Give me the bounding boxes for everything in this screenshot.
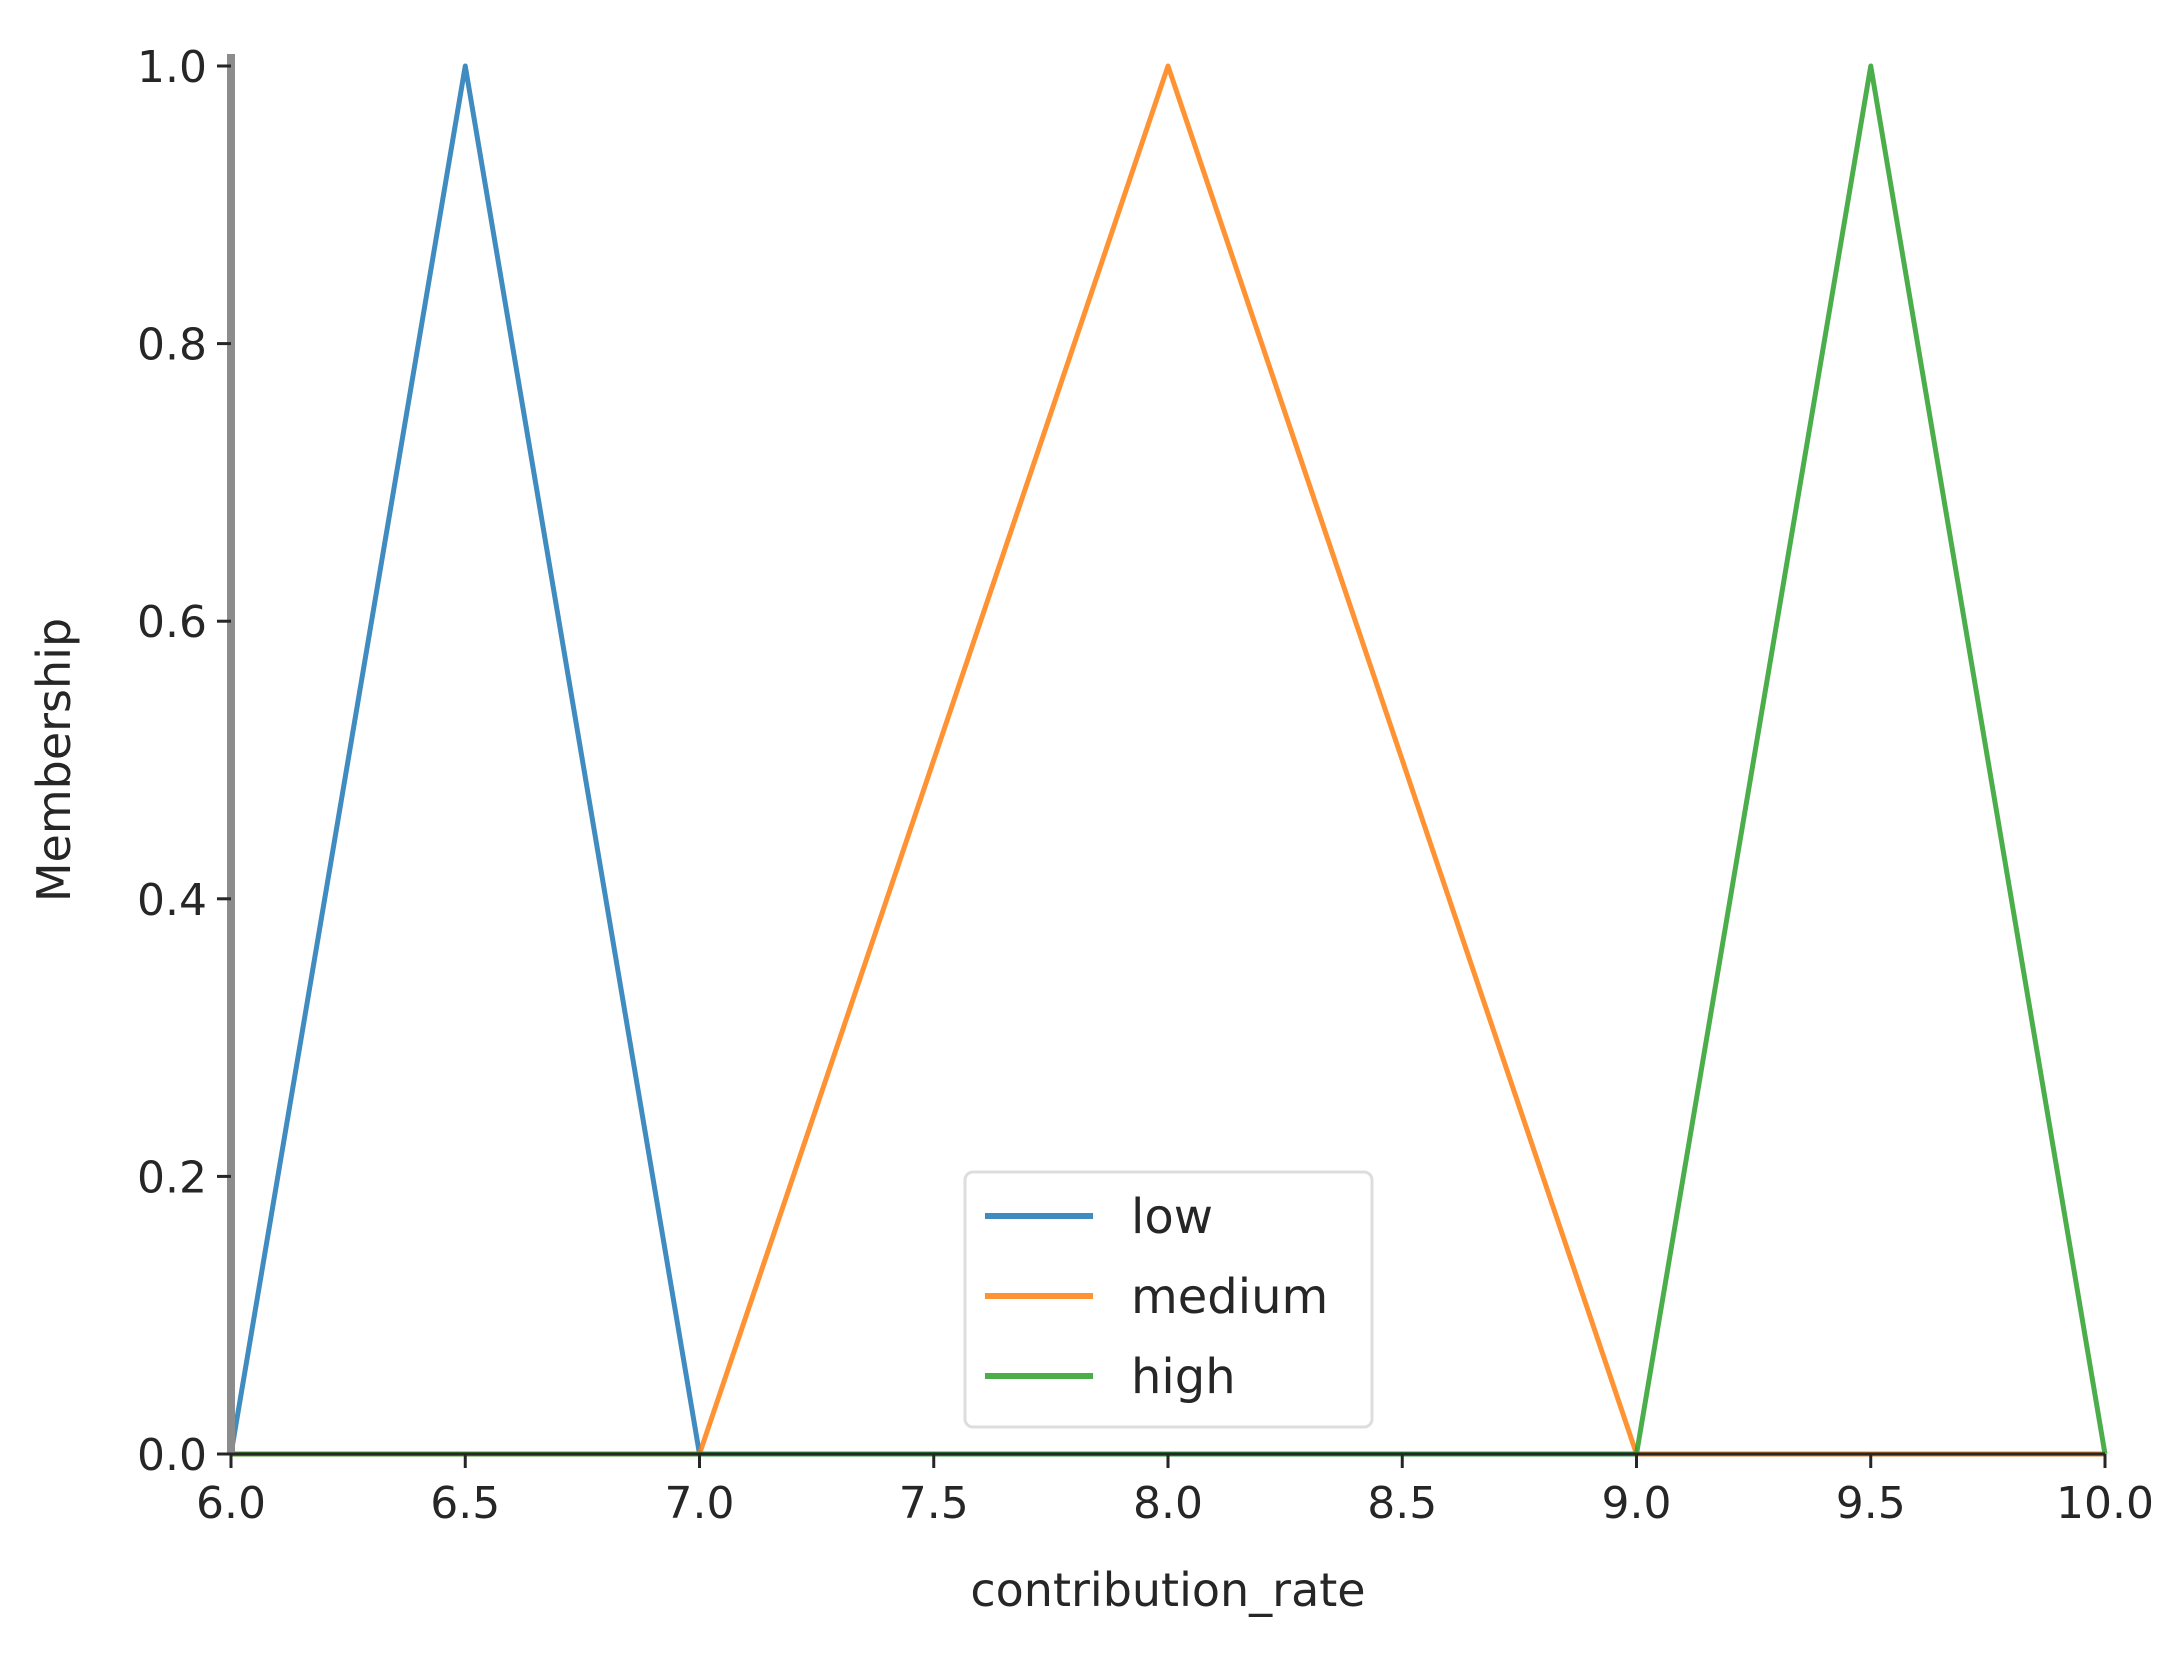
legend-label-medium: medium [1131, 1269, 1328, 1325]
y-tick-label: 0.8 [137, 320, 207, 371]
legend-label-high: high [1131, 1349, 1236, 1405]
x-tick-label: 8.5 [1367, 1478, 1437, 1529]
y-tick-label: 0.0 [137, 1430, 207, 1481]
y-axis-label: Membership [27, 618, 81, 902]
x-tick-label: 10.0 [2056, 1478, 2154, 1529]
legend-label-low: low [1131, 1189, 1213, 1245]
legend-box [963, 1170, 1374, 1429]
x-axis-label: contribution_rate [970, 1563, 1365, 1617]
x-tick-label: 6.0 [196, 1478, 266, 1529]
x-tick-label: 6.5 [430, 1478, 500, 1529]
y-tick-label: 1.0 [137, 42, 207, 93]
y-ticks: 0.0 0.2 0.4 0.6 0.8 1.0 [137, 42, 231, 1481]
x-tick-label: 8.0 [1133, 1478, 1203, 1529]
legend: low medium high [963, 1170, 1374, 1429]
y-tick-label: 0.6 [137, 597, 207, 648]
x-tick-label: 7.5 [899, 1478, 969, 1529]
x-ticks: 6.0 6.5 7.0 7.5 8.0 8.5 9.0 9.5 10.0 [196, 1454, 2154, 1529]
x-tick-label: 9.5 [1836, 1478, 1906, 1529]
x-tick-label: 7.0 [665, 1478, 735, 1529]
y-tick-label: 0.2 [137, 1152, 207, 1203]
y-tick-label: 0.4 [137, 875, 207, 926]
x-tick-label: 9.0 [1602, 1478, 1672, 1529]
